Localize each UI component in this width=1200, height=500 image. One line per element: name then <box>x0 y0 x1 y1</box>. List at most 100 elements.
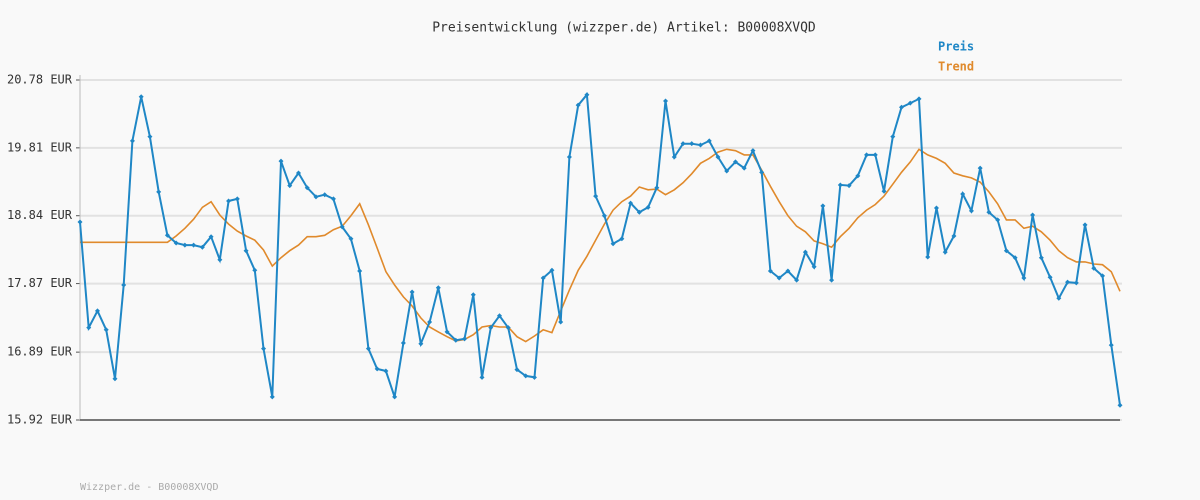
point-marker <box>164 232 170 238</box>
point-marker <box>820 203 826 209</box>
point-marker <box>995 217 1001 223</box>
point-marker <box>112 376 118 382</box>
point-marker <box>907 100 913 106</box>
point-marker <box>234 196 240 202</box>
point-marker <box>453 337 459 343</box>
point-marker <box>191 242 197 248</box>
point-marker <box>925 254 931 260</box>
point-marker <box>173 240 179 246</box>
point-marker <box>584 92 590 98</box>
point-marker <box>750 148 756 154</box>
point-marker <box>706 138 712 144</box>
point-marker <box>1100 273 1106 279</box>
point-marker <box>663 98 669 104</box>
point-marker <box>698 142 704 148</box>
point-marker <box>1108 342 1114 348</box>
point-marker <box>269 394 275 400</box>
y-tick-label: 15.92 EUR <box>7 413 73 427</box>
point-marker <box>418 341 424 347</box>
point-marker <box>610 241 616 247</box>
point-marker <box>103 327 109 333</box>
point-marker <box>278 158 284 164</box>
point-marker <box>593 193 599 199</box>
y-tick-label: 20.78 EUR <box>7 73 73 87</box>
point-marker <box>94 308 100 314</box>
point-marker <box>933 205 939 211</box>
point-marker <box>488 325 494 331</box>
point-marker <box>864 152 870 158</box>
point-marker <box>811 264 817 270</box>
point-marker <box>855 173 861 179</box>
point-marker <box>628 200 634 206</box>
point-marker <box>252 267 258 273</box>
point-marker <box>147 134 153 140</box>
point-marker <box>689 141 695 147</box>
point-marker <box>330 196 336 202</box>
point-marker <box>1021 275 1027 281</box>
point-marker <box>496 313 502 319</box>
point-marker <box>837 182 843 188</box>
point-marker <box>1065 279 1071 285</box>
point-marker <box>313 194 319 200</box>
point-marker <box>243 248 249 254</box>
point-marker <box>724 168 730 174</box>
legend-label: Trend <box>938 60 974 74</box>
point-marker <box>802 249 808 255</box>
point-marker <box>1012 255 1018 261</box>
point-marker <box>732 159 738 165</box>
point-marker <box>829 277 835 283</box>
point-marker <box>138 94 144 100</box>
point-marker <box>444 329 450 335</box>
point-marker <box>217 257 223 263</box>
point-marker <box>1030 212 1036 218</box>
point-marker <box>435 285 441 291</box>
point-marker <box>427 319 433 325</box>
y-tick-label: 18.84 EUR <box>7 208 73 222</box>
point-marker <box>208 234 214 240</box>
series-line <box>79 92 1121 406</box>
point-marker <box>261 346 267 352</box>
point-marker <box>199 244 205 250</box>
point-marker <box>968 208 974 214</box>
point-marker <box>951 233 957 239</box>
point-marker <box>872 152 878 158</box>
point-marker <box>400 340 406 346</box>
series-line <box>80 148 1121 343</box>
point-marker <box>182 242 188 248</box>
point-marker <box>846 183 852 189</box>
point-marker <box>794 277 800 283</box>
point-marker <box>767 268 773 274</box>
point-marker <box>619 236 625 242</box>
point-marker <box>1003 248 1009 254</box>
point-marker <box>365 346 371 352</box>
y-tick-label: 16.89 EUR <box>7 345 73 359</box>
point-marker <box>785 268 791 274</box>
point-marker <box>531 374 537 380</box>
point-marker <box>654 185 660 191</box>
point-marker <box>575 102 581 108</box>
point-marker <box>86 325 92 331</box>
point-marker <box>741 165 747 171</box>
point-marker <box>470 292 476 298</box>
point-marker <box>514 367 520 373</box>
point-marker <box>776 275 782 281</box>
point-marker <box>348 236 354 242</box>
point-marker <box>374 366 380 372</box>
point-marker <box>523 373 529 379</box>
point-marker <box>671 154 677 160</box>
point-marker <box>1056 295 1062 301</box>
point-marker <box>977 165 983 171</box>
point-marker <box>295 170 301 176</box>
point-marker <box>129 138 135 144</box>
point-marker <box>287 183 293 189</box>
point-marker <box>759 169 765 175</box>
point-marker <box>462 336 468 342</box>
point-marker <box>960 191 966 197</box>
point-marker <box>715 154 721 160</box>
point-marker <box>77 219 83 225</box>
chart-title: Preisentwicklung (wizzper.de) Artikel: B… <box>432 21 816 36</box>
point-marker <box>339 224 345 230</box>
point-marker <box>479 374 485 380</box>
point-marker <box>881 188 887 194</box>
point-marker <box>392 394 398 400</box>
